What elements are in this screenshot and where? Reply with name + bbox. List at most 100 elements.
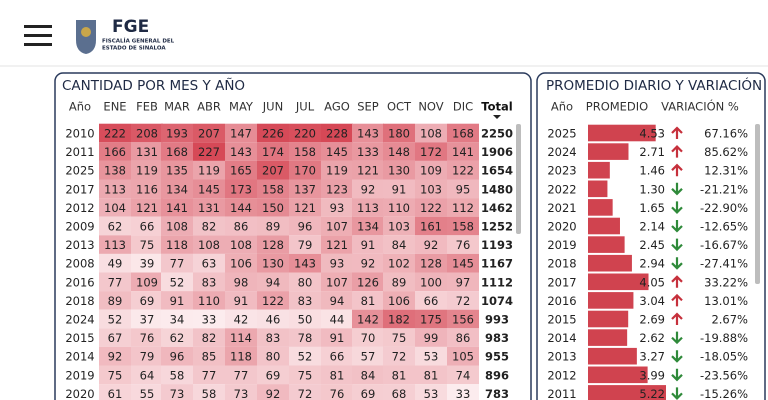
heat-cell <box>289 346 321 366</box>
cell-value: 99 <box>424 331 439 345</box>
row-total: 1252 <box>481 220 513 234</box>
arrow-down <box>671 350 683 363</box>
heat-cell <box>352 235 384 254</box>
heat-cell <box>289 309 321 329</box>
heat-cell <box>321 272 353 292</box>
variation-value: 12.31% <box>704 164 748 178</box>
heat-cell <box>321 346 353 366</box>
heat-cell <box>225 216 257 236</box>
heat-cell <box>99 142 131 161</box>
average-bar <box>588 180 608 198</box>
heat-cell <box>383 216 415 236</box>
heat-cell <box>99 198 131 217</box>
cell-value: 80 <box>266 350 281 364</box>
row-year: 2014 <box>547 331 576 345</box>
cell-value: 94 <box>330 294 345 308</box>
scrollbar[interactable] <box>755 124 760 284</box>
average-bar <box>588 329 628 346</box>
average-bar <box>588 310 629 328</box>
heat-cell <box>383 309 415 329</box>
column-header: ABR <box>197 100 221 114</box>
cell-value: 143 <box>230 145 252 159</box>
cell-value: 73 <box>234 387 249 400</box>
cell-value: 161 <box>420 220 442 234</box>
average-bar <box>588 217 620 235</box>
scrollbar[interactable] <box>516 124 521 234</box>
cell-value: 77 <box>170 257 185 271</box>
column-header: JUN <box>262 100 283 114</box>
cell-value: 66 <box>424 294 439 308</box>
cell-value: 58 <box>170 368 185 382</box>
cell-value: 122 <box>420 201 442 215</box>
heat-cell <box>383 291 415 310</box>
cell-value: 84 <box>392 238 407 252</box>
heat-cell <box>193 142 225 161</box>
row-total: 1654 <box>481 164 513 178</box>
average-bar <box>588 292 634 309</box>
heat-cell <box>352 123 384 143</box>
cell-value: 182 <box>388 313 410 327</box>
cell-value: 174 <box>262 145 284 159</box>
cell-value: 81 <box>330 368 345 382</box>
variation-value: -19.88% <box>700 331 748 345</box>
variation-value: -27.41% <box>700 257 748 271</box>
cell-value: 89 <box>108 294 123 308</box>
menu-button[interactable] <box>24 25 52 46</box>
cell-value: 77 <box>108 275 123 289</box>
cell-value: 108 <box>230 238 252 252</box>
heat-cell <box>383 179 415 199</box>
row-year: 2021 <box>547 201 576 215</box>
cell-value: 128 <box>420 257 442 271</box>
heat-cell <box>193 346 225 366</box>
cell-value: 150 <box>262 201 284 215</box>
cell-value: 75 <box>140 238 155 252</box>
cell-value: 82 <box>202 331 217 345</box>
cell-value: 102 <box>388 257 410 271</box>
cell-value: 96 <box>298 220 313 234</box>
brand-subtitle: ESTADO DE SINALOA <box>102 46 166 52</box>
heat-cell <box>193 309 225 329</box>
heat-cell <box>447 253 479 273</box>
cell-value: 70 <box>361 331 376 345</box>
heat-cell <box>321 216 353 236</box>
column-header: OCT <box>387 100 412 114</box>
heat-cell <box>321 179 353 199</box>
cell-value: 130 <box>388 164 410 178</box>
heat-cell <box>161 291 193 310</box>
cell-value: 118 <box>230 350 252 364</box>
heat-cell <box>257 235 289 254</box>
column-header: Año <box>551 100 573 114</box>
cell-value: 93 <box>330 257 345 271</box>
heat-cell <box>383 123 415 143</box>
row-year: 2011 <box>65 145 94 159</box>
cell-value: 108 <box>420 127 442 141</box>
heat-cell <box>289 328 321 347</box>
row-year: 2020 <box>547 220 576 234</box>
cell-value: 145 <box>326 145 348 159</box>
heat-cell <box>225 309 257 329</box>
cell-value: 109 <box>136 275 158 289</box>
cell-value: 113 <box>104 182 126 196</box>
cell-value: 119 <box>198 164 220 178</box>
row-year: 2012 <box>547 368 576 382</box>
row-year: 2013 <box>65 238 94 252</box>
heat-cell <box>415 179 447 199</box>
cell-value: 64 <box>140 368 155 382</box>
cell-value: 89 <box>392 275 407 289</box>
heat-cell <box>161 142 193 161</box>
heat-cell <box>352 309 384 329</box>
heat-cell <box>289 198 321 217</box>
cell-value: 74 <box>456 368 471 382</box>
cell-value: 91 <box>330 331 345 345</box>
cell-value: 37 <box>140 313 155 327</box>
average-value: 2.62 <box>639 331 665 345</box>
average-bar <box>588 273 649 291</box>
card-title: PROMEDIO DIARIO Y VARIACIÓN <box>546 76 762 94</box>
cell-value: 91 <box>170 294 185 308</box>
heat-cell <box>447 291 479 310</box>
heat-cell <box>257 272 289 292</box>
cell-value: 79 <box>298 238 313 252</box>
cell-value: 46 <box>266 313 281 327</box>
row-total: 955 <box>485 350 509 364</box>
row-total: 1193 <box>481 238 513 252</box>
